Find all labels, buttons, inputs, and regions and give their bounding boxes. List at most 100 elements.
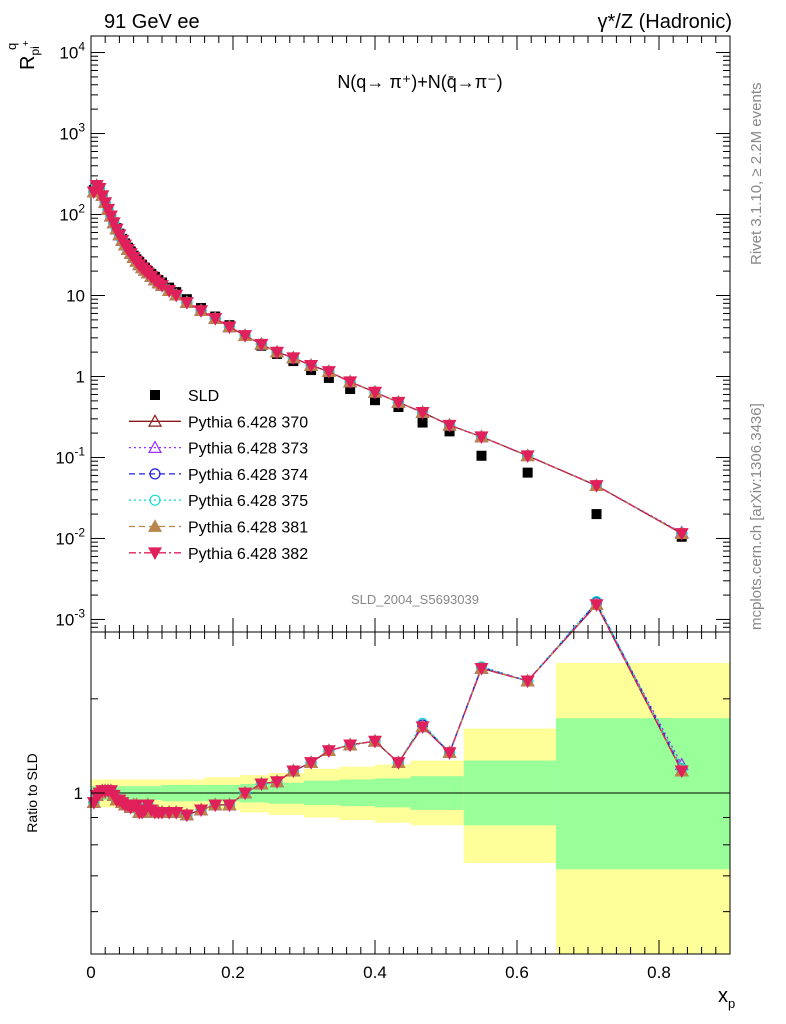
x-axis-label-sub: p xyxy=(728,996,735,1011)
main-data-point xyxy=(442,419,457,433)
main-series-p382 xyxy=(86,180,689,541)
legend: SLD Pythia 6.428 370 Pythia 6.428 373 Pythi… xyxy=(129,388,308,563)
x-axis-label-base: x xyxy=(718,985,728,1007)
legend-label: Pythia 6.428 381 xyxy=(188,520,308,537)
main-y-tick-label: 1 xyxy=(76,367,85,386)
main-data-point xyxy=(345,384,356,395)
ratio-data-point xyxy=(238,787,253,801)
rivet-version-label: Rivet 3.1.10, ≥ 2.2M events xyxy=(748,83,765,266)
ratio-data-point xyxy=(169,806,184,820)
main-data-point xyxy=(106,217,121,231)
main-data-point xyxy=(179,297,194,310)
main-plot-title: N(q→ π⁺)+N(q̄→π⁻) xyxy=(337,72,502,92)
legend-item: Pythia 6.428 374 xyxy=(129,467,308,484)
ratio-x-tick-label: 0.8 xyxy=(647,963,671,982)
ratio-data-point xyxy=(589,599,604,612)
main-y-tick-label-base: 10 xyxy=(59,44,78,63)
legend-item: Pythia 6.428 375 xyxy=(129,493,308,510)
main-data-point xyxy=(674,528,689,541)
ratio-x-tick-label: 0.6 xyxy=(505,963,529,982)
main-y-tick-label: 102 xyxy=(59,202,85,225)
header-left: 91 GeV ee xyxy=(104,11,200,33)
main-data-point xyxy=(103,210,118,224)
main-data-point xyxy=(95,190,110,203)
ratio-y-tick-label: 1 xyxy=(74,784,83,803)
main-data-point xyxy=(98,197,113,210)
legend-label: Pythia 6.428 370 xyxy=(188,414,308,431)
main-y-axis-label-subsup: + xyxy=(21,40,32,46)
header-right: γ*/Z (Hadronic) xyxy=(598,11,732,33)
ratio-data-point xyxy=(208,799,223,813)
main-plot-frame xyxy=(90,35,731,633)
legend-item: Pythia 6.428 373 xyxy=(129,440,308,458)
ratio-data-point xyxy=(270,776,285,789)
main-data-point xyxy=(286,352,301,366)
main-data-point xyxy=(520,450,535,463)
main-y-tick-label: 10 xyxy=(66,286,85,305)
legend-item: Pythia 6.428 381 xyxy=(129,519,308,537)
main-y-tick-label: 104 xyxy=(59,40,85,63)
main-data-point xyxy=(367,386,383,400)
ratio-series-p382 xyxy=(86,599,689,823)
analysis-id: SLD_2004_S5693039 xyxy=(351,592,479,607)
ratio-axis-ticks: 0 0.2 0.4 0.6 0.8 1 xyxy=(74,631,731,982)
ratio-data-point xyxy=(194,804,209,818)
main-y-tick-label-exp: -1 xyxy=(74,444,85,458)
main-y-tick-label-base: 10 xyxy=(55,610,74,629)
main-data-point xyxy=(474,431,489,445)
ratio-data-point xyxy=(321,745,336,758)
main-data-point xyxy=(321,366,336,379)
legend-label: SLD xyxy=(188,388,219,405)
main-data-point xyxy=(476,450,487,461)
main-y-tick-label-base: 10 xyxy=(55,529,74,548)
main-data-point xyxy=(391,396,406,410)
ratio-data-point xyxy=(674,765,689,779)
main-data-point xyxy=(92,183,107,196)
main-y-tick-label-base: 10 xyxy=(66,286,85,305)
main-data-point xyxy=(254,338,269,352)
ratio-data-point xyxy=(304,757,319,770)
legend-label: Pythia 6.428 374 xyxy=(188,467,308,484)
ratio-data-point xyxy=(286,765,301,779)
legend-label: Pythia 6.428 382 xyxy=(188,546,308,563)
main-y-tick-label-exp: 3 xyxy=(78,121,85,135)
legend-marker xyxy=(149,494,161,506)
main-data-point xyxy=(270,346,285,360)
legend-marker xyxy=(149,468,161,480)
main-data-point xyxy=(208,313,223,326)
legend-label: Pythia 6.428 373 xyxy=(188,441,308,458)
main-data-point xyxy=(238,330,253,343)
main-series-layer xyxy=(86,178,689,542)
ratio-data-point xyxy=(254,778,269,792)
ratio-x-tick-label: 0 xyxy=(86,963,95,982)
legend-marker xyxy=(150,390,160,400)
main-y-tick-label-exp: -3 xyxy=(74,606,85,620)
ratio-data-point xyxy=(343,739,358,753)
ratio-x-tick-label: 0.2 xyxy=(221,963,245,982)
main-y-axis-label-base: R xyxy=(17,56,39,70)
legend-item: SLD xyxy=(150,388,219,405)
ratio-data-point xyxy=(222,799,237,813)
legend-marker xyxy=(147,519,163,532)
ratio-data-point xyxy=(442,747,457,760)
main-y-tick-label-exp: 2 xyxy=(78,202,85,216)
main-data-point xyxy=(169,289,184,303)
mcplots-label: mcplots.cern.ch [arXiv:1306.3436] xyxy=(748,403,765,630)
main-y-axis-label-sub: pi xyxy=(28,46,42,55)
legend-item: Pythia 6.428 370 xyxy=(129,414,308,431)
main-y-tick-label: 103 xyxy=(59,121,85,144)
ratio-data-point xyxy=(415,721,430,734)
main-data-point xyxy=(194,305,209,318)
legend-item: Pythia 6.428 382 xyxy=(129,546,308,563)
ratio-data-point xyxy=(474,662,489,676)
main-y-tick-label-exp: -2 xyxy=(74,525,85,539)
main-data-point xyxy=(415,407,430,420)
ratio-x-tick-label: 0.4 xyxy=(363,963,387,982)
main-data-point xyxy=(522,467,533,478)
ratio-panel: 0 0.2 0.4 0.6 0.8 1 xyxy=(74,595,731,982)
main-y-axis-label: Rpi+ q xyxy=(4,40,42,70)
main-data-point xyxy=(101,203,116,217)
